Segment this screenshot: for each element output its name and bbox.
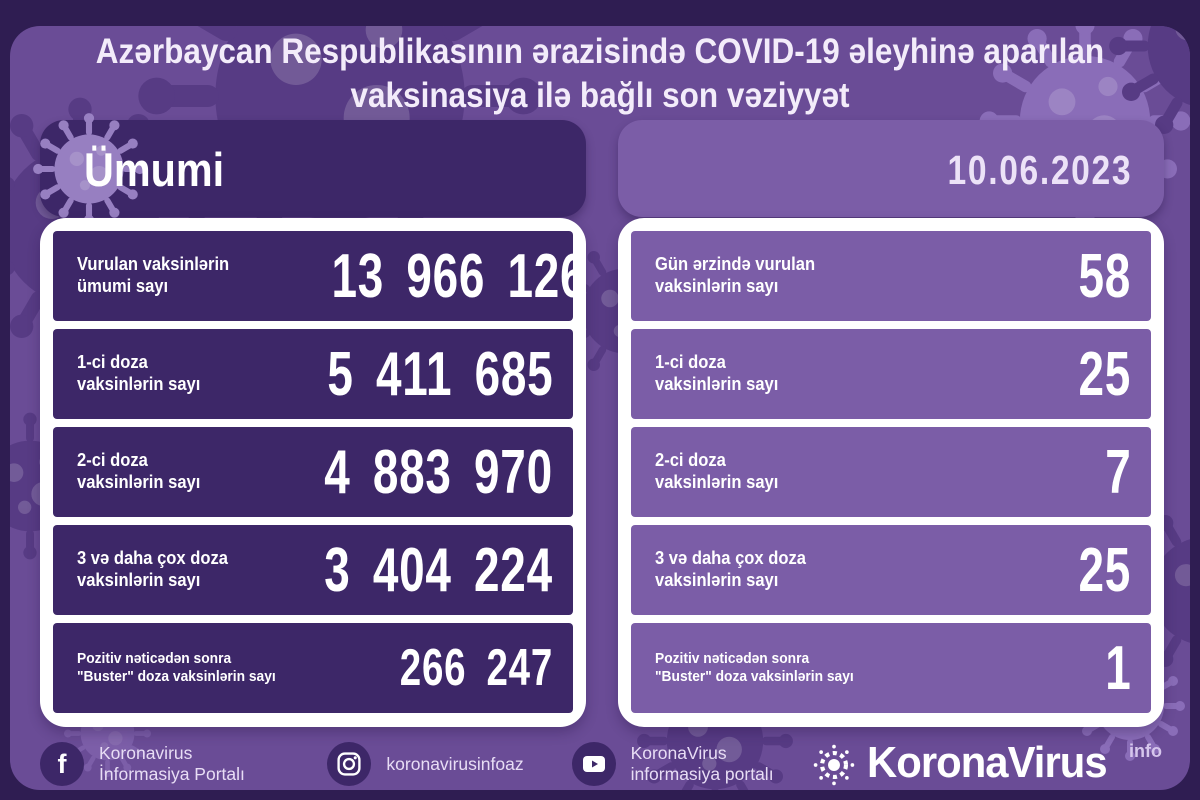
page-title: Azərbaycan Respublikasının ərazisində CO… — [10, 30, 1190, 119]
instagram-icon — [327, 742, 372, 786]
instagram-label: koronavirusinfoaz — [386, 753, 524, 774]
virus-logo-icon — [813, 744, 854, 786]
stat-row-second-dose: 2-ci doza vaksinlərin sayı 4 883 970 — [53, 427, 573, 517]
title-line-2: vaksinasiya ilə bağlı son vəziyyət — [350, 76, 850, 116]
stat-label: Gün ərzində vurulan vaksinlərin sayı — [655, 254, 816, 296]
stat-row-daily-first-dose: 1-ci doza vaksinlərin sayı 25 — [631, 329, 1151, 419]
date-header: 10.06.2023 — [618, 120, 1164, 217]
brand: KoronaVirus info — [811, 738, 1162, 788]
stat-value: 3 404 224 — [324, 535, 553, 605]
stat-row-total-vaccines: Vurulan vaksinlərin ümumi sayı 13 966 12… — [53, 231, 586, 321]
instagram-item: koronavirusinfoaz — [327, 742, 524, 786]
stat-value: 7 — [1104, 437, 1131, 507]
overall-stats-card: Vurulan vaksinlərin ümumi sayı 13 966 12… — [40, 218, 586, 727]
stat-value: 266 247 — [399, 639, 553, 697]
stat-label: 2-ci doza vaksinlərin sayı — [655, 450, 779, 492]
stat-label: 1-ci doza vaksinlərin sayı — [655, 352, 779, 394]
title-line-1: Azərbaycan Respublikasının ərazisində CO… — [95, 32, 1105, 71]
brand-superscript: info — [1129, 741, 1162, 761]
brand-name: KoronaVirus — [866, 738, 1108, 787]
stat-label: 2-ci doza vaksinlərin sayı — [77, 450, 201, 492]
stat-row-third-dose: 3 və daha çox doza vaksinlərin sayı 3 40… — [53, 525, 573, 615]
stat-value: 58 — [1078, 241, 1131, 311]
main-panel: Azərbaycan Respublikasının ərazisində CO… — [10, 26, 1190, 790]
stat-value: 1 — [1104, 633, 1131, 703]
stat-value: 25 — [1078, 339, 1131, 409]
stat-label: 1-ci doza vaksinlərin sayı — [77, 352, 201, 394]
overall-header: Ümumi — [40, 120, 586, 217]
date-value: 10.06.2023 — [947, 147, 1132, 193]
stat-value: 13 966 126 — [331, 241, 587, 311]
facebook-icon: f — [40, 742, 84, 786]
stat-value: 25 — [1078, 535, 1131, 605]
stat-value: 4 883 970 — [324, 437, 553, 507]
facebook-label: Koronavirus İnformasiya Portalı — [99, 743, 245, 784]
stat-row-first-dose: 1-ci doza vaksinlərin sayı 5 411 685 — [53, 329, 573, 419]
stat-row-booster-dose: Pozitiv nəticədən sonra "Buster" doza va… — [53, 623, 573, 713]
daily-stats-card: Gün ərzində vurulan vaksinlərin sayı 58 … — [618, 218, 1164, 727]
facebook-item: f Koronavirus İnformasiya Portalı — [40, 742, 279, 786]
youtube-icon — [571, 742, 616, 786]
stat-row-daily-second-dose: 2-ci doza vaksinlərin sayı 7 — [631, 427, 1151, 517]
stat-label: Pozitiv nəticədən sonra "Buster" doza va… — [77, 650, 276, 685]
stat-value: 5 411 685 — [326, 339, 553, 409]
stat-label: Vurulan vaksinlərin ümumi sayı — [77, 254, 230, 296]
overall-header-label: Ümumi — [84, 143, 225, 196]
footer: f Koronavirus İnformasiya Portalı korona… — [40, 738, 1162, 790]
stat-label: 3 və daha çox doza vaksinlərin sayı — [77, 548, 228, 590]
stat-label: Pozitiv nəticədən sonra "Buster" doza va… — [655, 650, 854, 685]
youtube-label: KoronaVirus informasiya portalı — [630, 743, 774, 784]
stat-row-daily-total: Gün ərzində vurulan vaksinlərin sayı 58 — [631, 231, 1151, 321]
stat-row-daily-third-dose: 3 və daha çox doza vaksinlərin sayı 25 — [631, 525, 1151, 615]
youtube-item: KoronaVirus informasiya portalı — [571, 742, 811, 786]
stat-row-daily-booster-dose: Pozitiv nəticədən sonra "Buster" doza va… — [631, 623, 1151, 713]
stat-label: 3 və daha çox doza vaksinlərin sayı — [655, 548, 806, 590]
